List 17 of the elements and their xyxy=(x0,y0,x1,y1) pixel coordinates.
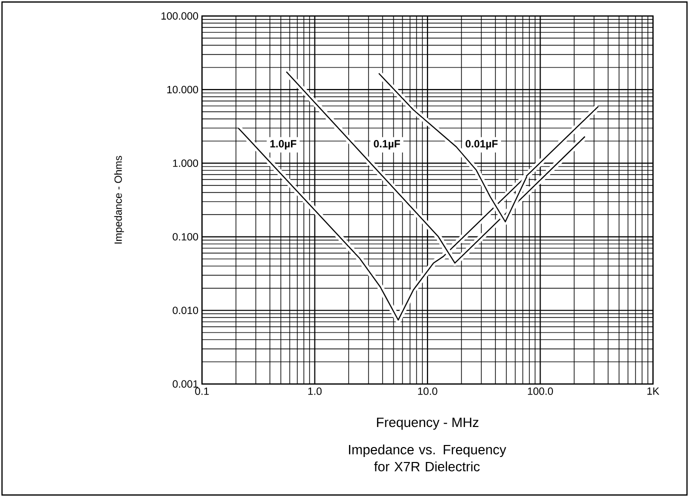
y-tick-label: 0.100 xyxy=(172,233,198,240)
x-tick-label: 10.0 xyxy=(418,388,438,395)
y-tick-label: 0.001 xyxy=(172,380,198,388)
y-tick-label: 0.010 xyxy=(172,306,198,314)
x-axis-title: Frequency - MHz xyxy=(377,418,478,430)
x-tick-label: 0.1 xyxy=(195,388,209,395)
y-tick-label: 10.000 xyxy=(167,86,198,94)
text: Impedance vs. Frequency for X7R Dielectric xyxy=(348,444,506,472)
series-label: 0.01µF xyxy=(466,140,498,150)
series-label: 0.1µF xyxy=(374,140,400,150)
y-tick-label: 1.000 xyxy=(173,159,198,167)
series-label: 1.0µF xyxy=(270,140,296,150)
x-tick-label: 1.0 xyxy=(308,388,322,395)
y-tick-label: 100.000 xyxy=(161,12,198,20)
x-tick-label: 1K xyxy=(647,388,660,395)
x-tick-label: 100.0 xyxy=(528,388,553,395)
y-axis-title: Impedance - Ohms xyxy=(114,156,124,244)
